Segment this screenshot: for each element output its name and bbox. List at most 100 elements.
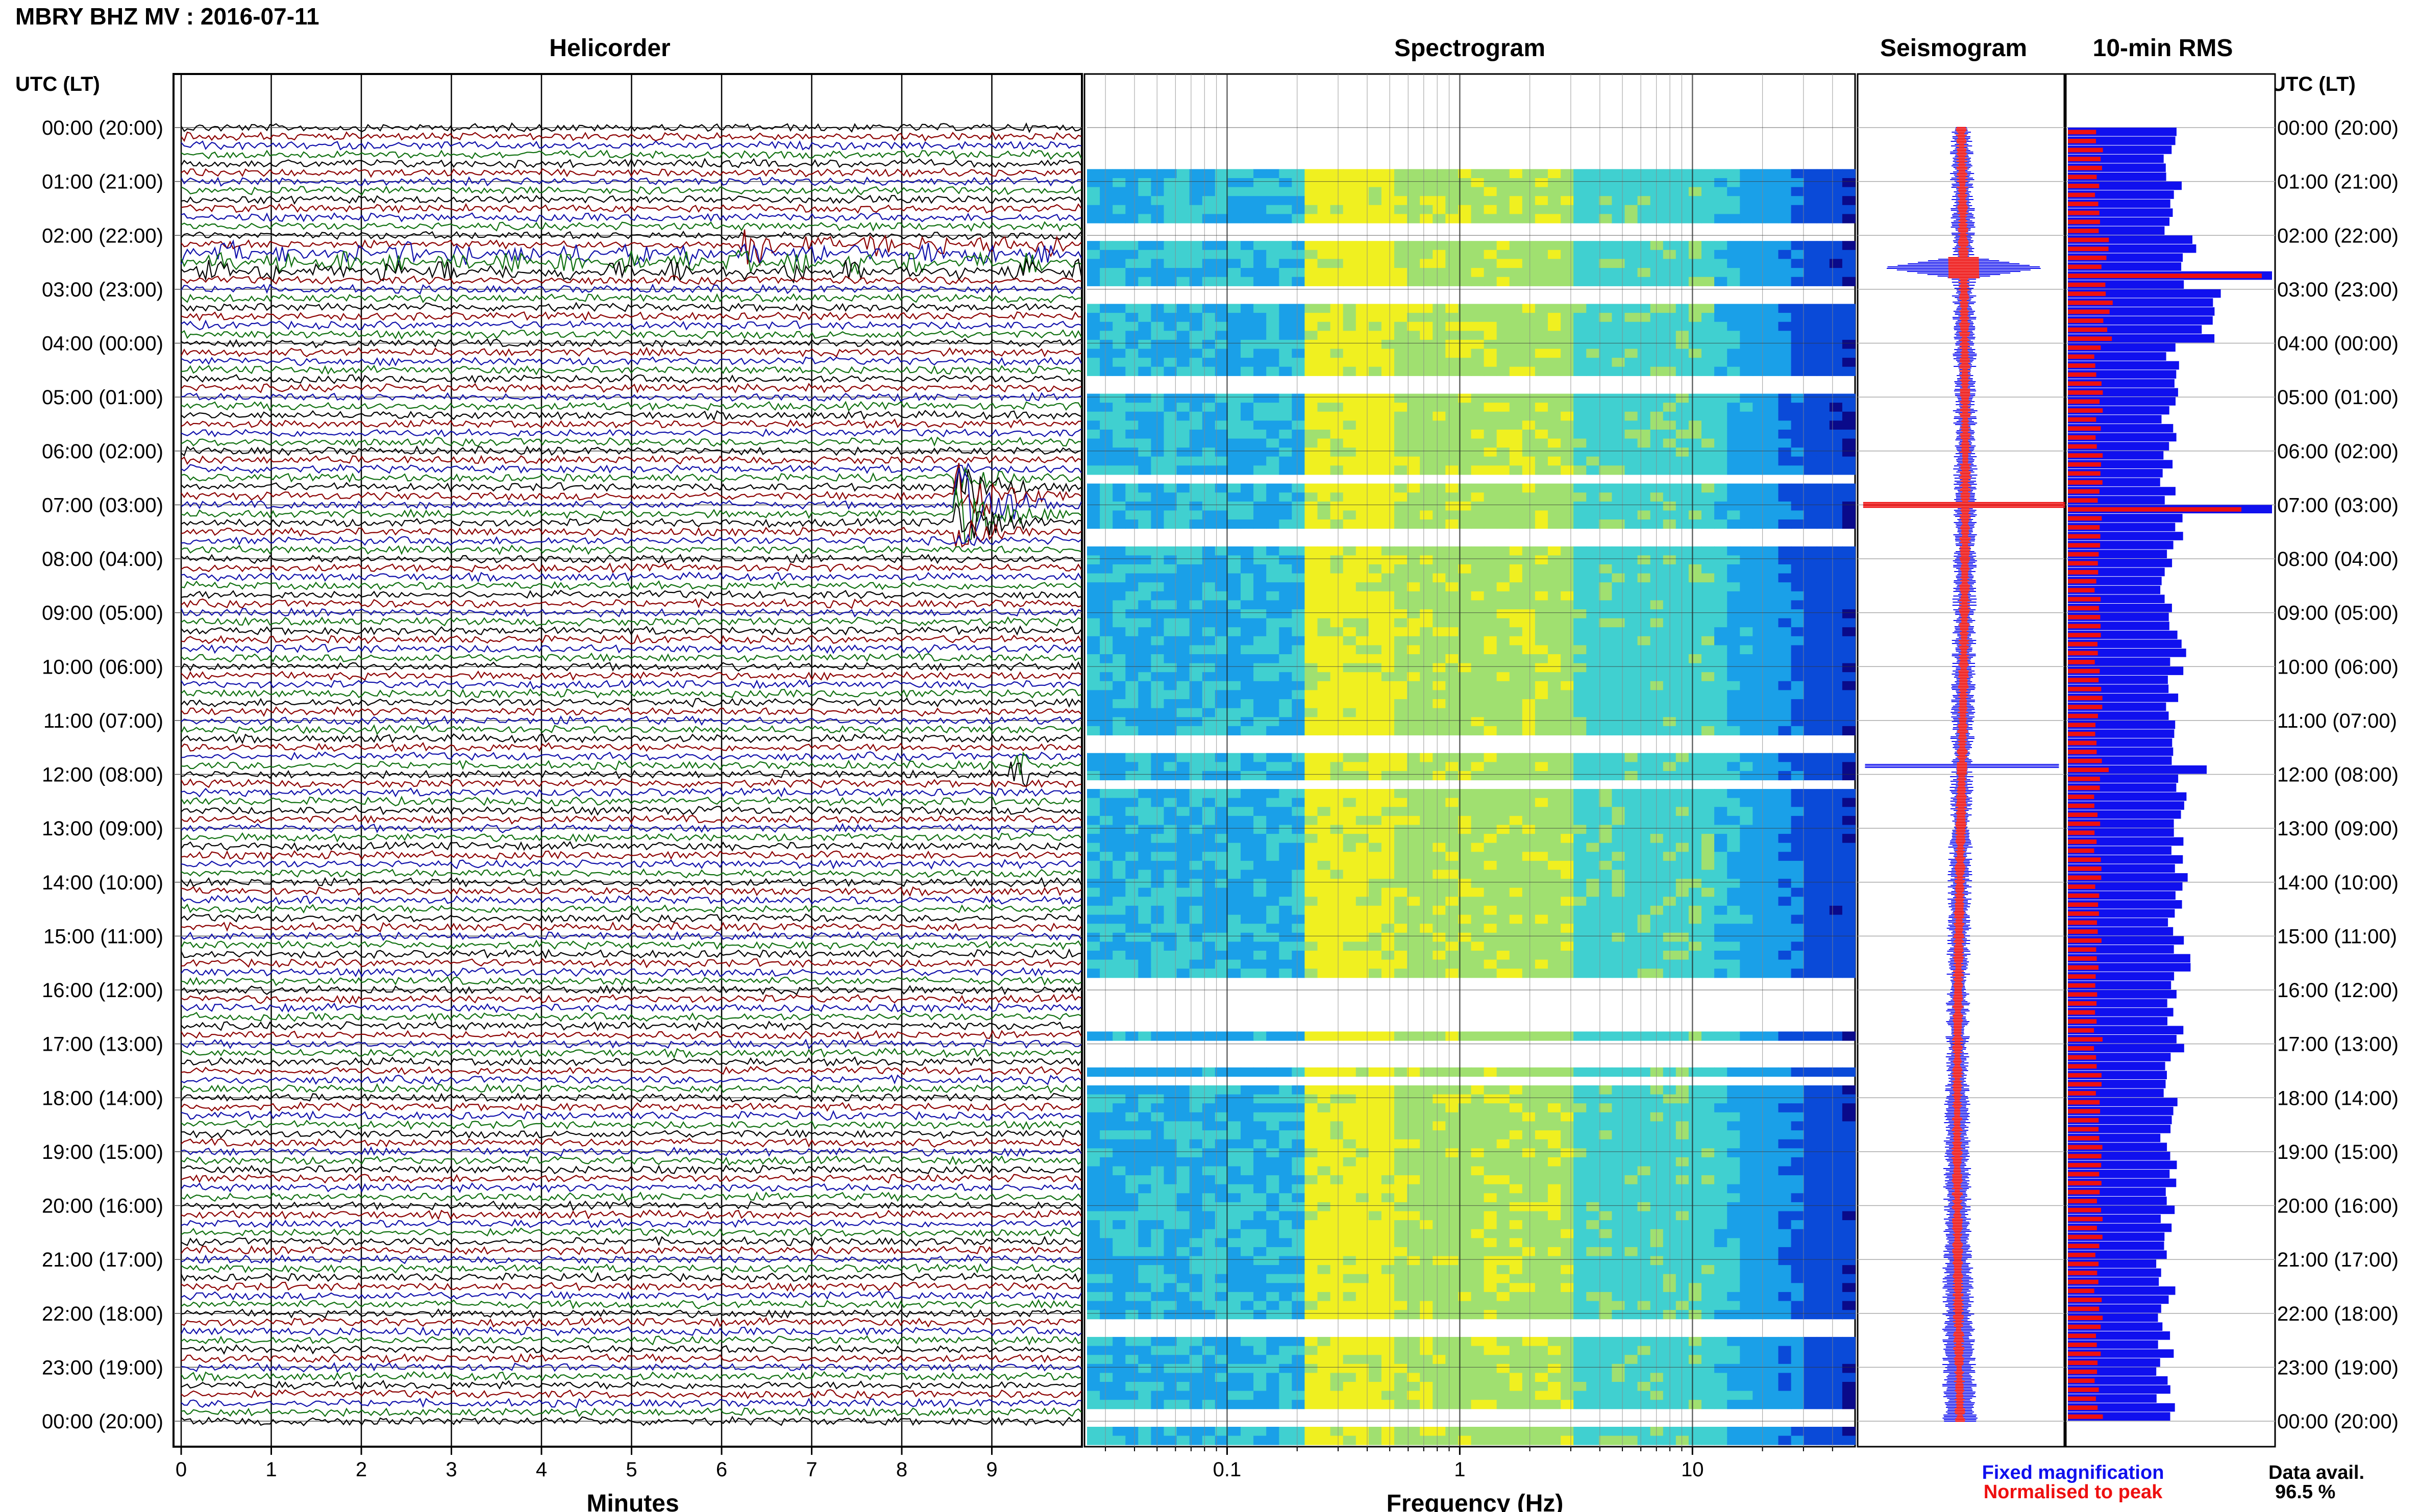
spectrogram-cell [1586,699,1600,709]
spectrogram-cell [1714,834,1727,844]
spectrogram-cell [1599,672,1613,682]
spectrogram-cell [1266,411,1280,421]
spectrogram-cell [1650,456,1664,466]
spectrogram-cell [1113,187,1126,196]
spectrogram-cell [1189,510,1203,520]
spectrogram-cell [1151,438,1165,448]
spectrogram-cell [1215,339,1228,350]
spectrogram-cell [1355,555,1369,565]
spectrogram-cell [1650,465,1664,475]
spectrogram-cell [1688,627,1702,637]
spectrogram-cell [1727,914,1741,924]
spectrogram-cell [1189,456,1203,466]
spectrogram-cell [1381,771,1395,781]
helicorder-trace [181,840,1082,852]
spectrogram-cell [1407,663,1420,673]
spectrogram-cell [1842,403,1856,412]
spectrogram-cell [1368,313,1382,323]
spectrogram-cell [1701,573,1715,583]
spectrogram-cell [1637,448,1651,457]
spectrogram-cell [1675,214,1689,224]
spectrogram-cell [1407,887,1420,897]
spectrogram-cell [1804,914,1817,924]
spectrogram-cell [1586,241,1600,251]
spectrogram-cell [1509,681,1523,690]
spectrogram-cell [1471,825,1485,834]
spectrogram-cell [1330,339,1344,350]
spectrogram-cell [1330,546,1344,556]
helicorder-trace [181,319,1082,331]
spectrogram-cell [1752,259,1766,268]
spectrogram-cell [1458,897,1472,906]
spectrogram-cell [1292,358,1305,367]
spectrogram-cell [1100,501,1113,511]
spectrogram-cell [1509,897,1523,906]
spectrogram-cell [1189,241,1203,251]
spectrogram-cell [1701,339,1715,350]
spectrogram-cell [1637,924,1651,933]
spectrogram-cell [1842,205,1856,214]
spectrogram-cell [1573,510,1587,520]
spectrogram-cell [1727,690,1741,700]
spectrogram-cell [1509,555,1523,565]
spectrogram-cell [1317,860,1331,871]
spectrogram-cell [1087,313,1100,323]
spectrogram-cell [1484,681,1497,690]
spectrogram-cell [1407,492,1420,502]
spectrogram-cell [1215,914,1228,924]
spectrogram-cell [1752,663,1766,673]
spectrogram-cell [1266,924,1280,933]
spectrogram-cell [1368,753,1382,762]
spectrogram-cell [1368,214,1382,224]
spectrogram-cell [1624,717,1638,727]
spectrogram-cell [1816,546,1830,556]
spectrogram-cell [1535,1031,1548,1041]
spectrogram-cell [1548,941,1561,951]
spectrogram-cell [1241,654,1254,664]
helicorder-trace [181,221,1082,232]
spectrogram-cell [1227,366,1241,376]
spectrogram-cell [1752,969,1766,978]
spectrogram-cell [1816,169,1830,179]
spectrogram-cell [1355,870,1369,879]
spectrogram-cell [1164,465,1177,475]
spectrogram-cell [1765,897,1779,906]
spectrogram-cell [1599,582,1613,592]
spectrogram-cell [1675,393,1689,403]
spectrogram-cell [1394,339,1408,350]
spectrogram-cell [1522,771,1536,781]
spectrogram-cell [1113,807,1126,816]
spectrogram-cell [1125,331,1139,340]
spectrogram-cell [1484,600,1497,610]
spectrogram-cell [1241,699,1254,709]
spectrogram-cell [1586,546,1600,556]
spectrogram-cell [1304,860,1318,871]
spectrogram-cell [1586,834,1600,844]
spectrogram-cell [1778,959,1792,969]
helicorder-trace [181,311,1082,321]
spectrogram-cell [1573,879,1587,888]
spectrogram-cell [1561,932,1574,942]
spectrogram-cell [1496,672,1510,682]
spectrogram-cell [1227,600,1241,610]
spectrogram-cell [1241,205,1254,214]
spectrogram-cell [1381,834,1395,844]
spectrogram-cell [1330,429,1344,439]
spectrogram-cell [1804,358,1817,367]
spectrogram-cell [1433,339,1446,350]
spectrogram-cell [1573,959,1587,969]
spectrogram-cell [1599,555,1613,565]
spectrogram-cell [1522,842,1536,852]
spectrogram-cell [1202,753,1216,762]
spectrogram-cell [1317,815,1331,826]
spectrogram-cell [1522,959,1536,969]
spectrogram-cell [1087,582,1100,592]
spectrogram-cell [1561,214,1574,224]
spectrogram-cell [1253,681,1267,690]
spectrogram-cell [1317,196,1331,206]
spectrogram-cell [1368,870,1382,879]
spectrogram-cell [1509,492,1523,502]
spectrogram-cell [1752,924,1766,933]
spectrogram-cell [1215,483,1228,493]
spectrogram-cell [1714,187,1727,196]
